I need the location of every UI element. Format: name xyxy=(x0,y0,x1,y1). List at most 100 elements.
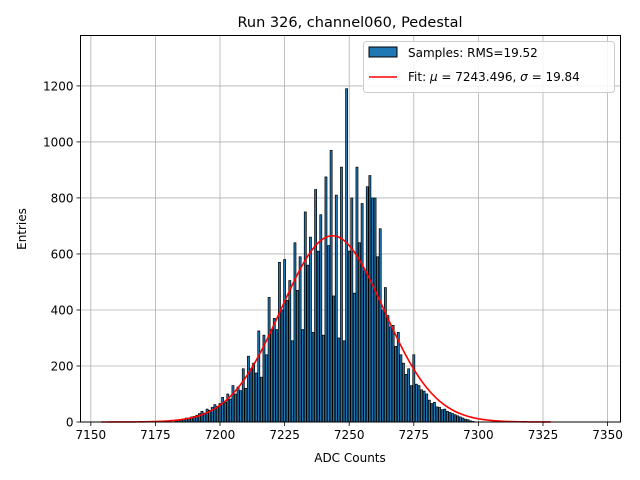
histogram-bar xyxy=(303,211,307,423)
histogram-bar xyxy=(285,299,289,423)
histogram-bar xyxy=(402,362,405,423)
histogram-bar xyxy=(373,197,377,423)
histogram-bar xyxy=(252,362,255,423)
histogram-bar xyxy=(386,315,390,423)
histogram-bar xyxy=(200,411,204,423)
histogram-bar xyxy=(453,414,457,423)
histogram-bar xyxy=(394,346,398,423)
histogram-bar xyxy=(231,385,235,423)
histogram-bar xyxy=(329,149,333,423)
histogram-bar xyxy=(334,194,338,423)
histogram-bar xyxy=(420,389,423,423)
histogram-bar xyxy=(257,330,261,423)
histogram-bar xyxy=(228,398,232,423)
y-axis-label: Entries xyxy=(15,208,29,250)
y-axis-ticks: 0 200 400 600 800 1000 1200 xyxy=(43,79,81,430)
histogram-bar xyxy=(321,334,325,423)
histogram-bar xyxy=(309,236,312,423)
y-tick-label: 200 xyxy=(51,359,74,373)
histogram-bar xyxy=(440,409,444,423)
gaussian-fit-line xyxy=(101,234,551,423)
legend-samples-swatch xyxy=(368,46,398,58)
histogram-bar xyxy=(342,340,346,423)
histogram-bar xyxy=(332,295,336,423)
histogram-bar xyxy=(409,385,413,423)
histogram-bar xyxy=(205,408,209,423)
histogram-bar xyxy=(278,262,281,423)
y-tick-label: 800 xyxy=(51,191,74,205)
histogram-bar xyxy=(443,408,447,423)
histogram-bar xyxy=(340,166,343,423)
histogram-bar xyxy=(234,393,237,423)
histogram-bar xyxy=(244,388,248,423)
histogram-bar xyxy=(446,411,449,423)
histogram-bar xyxy=(391,325,395,423)
y-tick-label: 400 xyxy=(51,303,74,317)
legend-sigma-symbol: σ xyxy=(520,70,528,84)
legend-sigma-value: = 19.84 xyxy=(528,70,580,84)
histogram-bar xyxy=(461,417,465,423)
histogram-bar xyxy=(314,189,318,423)
x-axis-ticks: 7150 7175 7200 7225 7250 7275 7300 7325 7350 xyxy=(76,422,623,442)
histogram-bar xyxy=(283,259,286,423)
histogram-bar xyxy=(371,197,374,423)
histogram-bar xyxy=(389,326,392,423)
y-tick-label: 0 xyxy=(66,416,74,430)
histogram-bar xyxy=(223,402,227,423)
histogram-bar xyxy=(249,368,253,423)
histogram-bar xyxy=(239,390,243,423)
histogram-bar xyxy=(383,287,387,423)
histogram-bar xyxy=(422,390,426,423)
histogram-bar xyxy=(407,368,411,423)
histogram-bar xyxy=(247,355,250,423)
histogram-bar xyxy=(221,397,224,423)
x-tick-label: 7300 xyxy=(463,428,494,442)
histogram-bar xyxy=(365,186,369,423)
histogram-bar xyxy=(296,290,299,423)
histogram-bar xyxy=(381,309,385,423)
histogram-bar xyxy=(216,405,219,423)
x-tick-label: 7325 xyxy=(528,428,559,442)
histogram-bar xyxy=(396,332,400,423)
histogram-bar xyxy=(350,197,354,423)
histogram-bar xyxy=(358,242,361,423)
histogram-bar xyxy=(427,399,431,423)
histogram-bar xyxy=(448,412,452,423)
y-tick-label: 600 xyxy=(51,247,74,261)
histogram-bar xyxy=(433,402,436,423)
x-tick-label: 7225 xyxy=(269,428,300,442)
histogram-bar xyxy=(417,385,421,423)
histogram-bar xyxy=(324,176,328,423)
histogram-bar xyxy=(337,337,341,423)
histogram-bar xyxy=(345,88,349,423)
histogram-bar xyxy=(376,256,380,423)
x-tick-label: 7200 xyxy=(205,428,236,442)
histogram-bar xyxy=(272,318,276,423)
y-tick-label: 1000 xyxy=(43,135,74,149)
histogram-bar xyxy=(267,297,271,423)
legend-samples-label: Samples: RMS=19.52 xyxy=(408,46,538,60)
histogram-bar xyxy=(347,250,351,423)
histogram-bar xyxy=(458,416,462,423)
histogram-bar xyxy=(456,415,460,423)
legend-mu-symbol: μ xyxy=(429,70,438,84)
histogram-bar xyxy=(412,354,416,423)
legend-mu-value: = 7243.496, xyxy=(438,70,521,84)
histogram-bar xyxy=(430,403,434,423)
histogram-bar xyxy=(327,245,330,423)
histogram-bar xyxy=(275,329,279,423)
histogram-bar xyxy=(259,376,263,423)
histogram-bar xyxy=(293,242,297,423)
histogram-bar xyxy=(236,386,240,423)
histogram-bars xyxy=(174,88,475,423)
legend: Samples: RMS=19.52 Fit: μ = 7243.496, σ … xyxy=(363,41,615,93)
chart-title: Run 326, channel060, Pedestal xyxy=(237,15,462,31)
histogram-bar xyxy=(451,413,454,423)
histogram-bar xyxy=(270,329,274,423)
x-tick-label: 7350 xyxy=(592,428,623,442)
histogram-bar xyxy=(265,354,268,423)
histogram-bar xyxy=(363,270,367,423)
histogram-bar xyxy=(415,383,418,423)
histogram-bar xyxy=(290,340,294,423)
